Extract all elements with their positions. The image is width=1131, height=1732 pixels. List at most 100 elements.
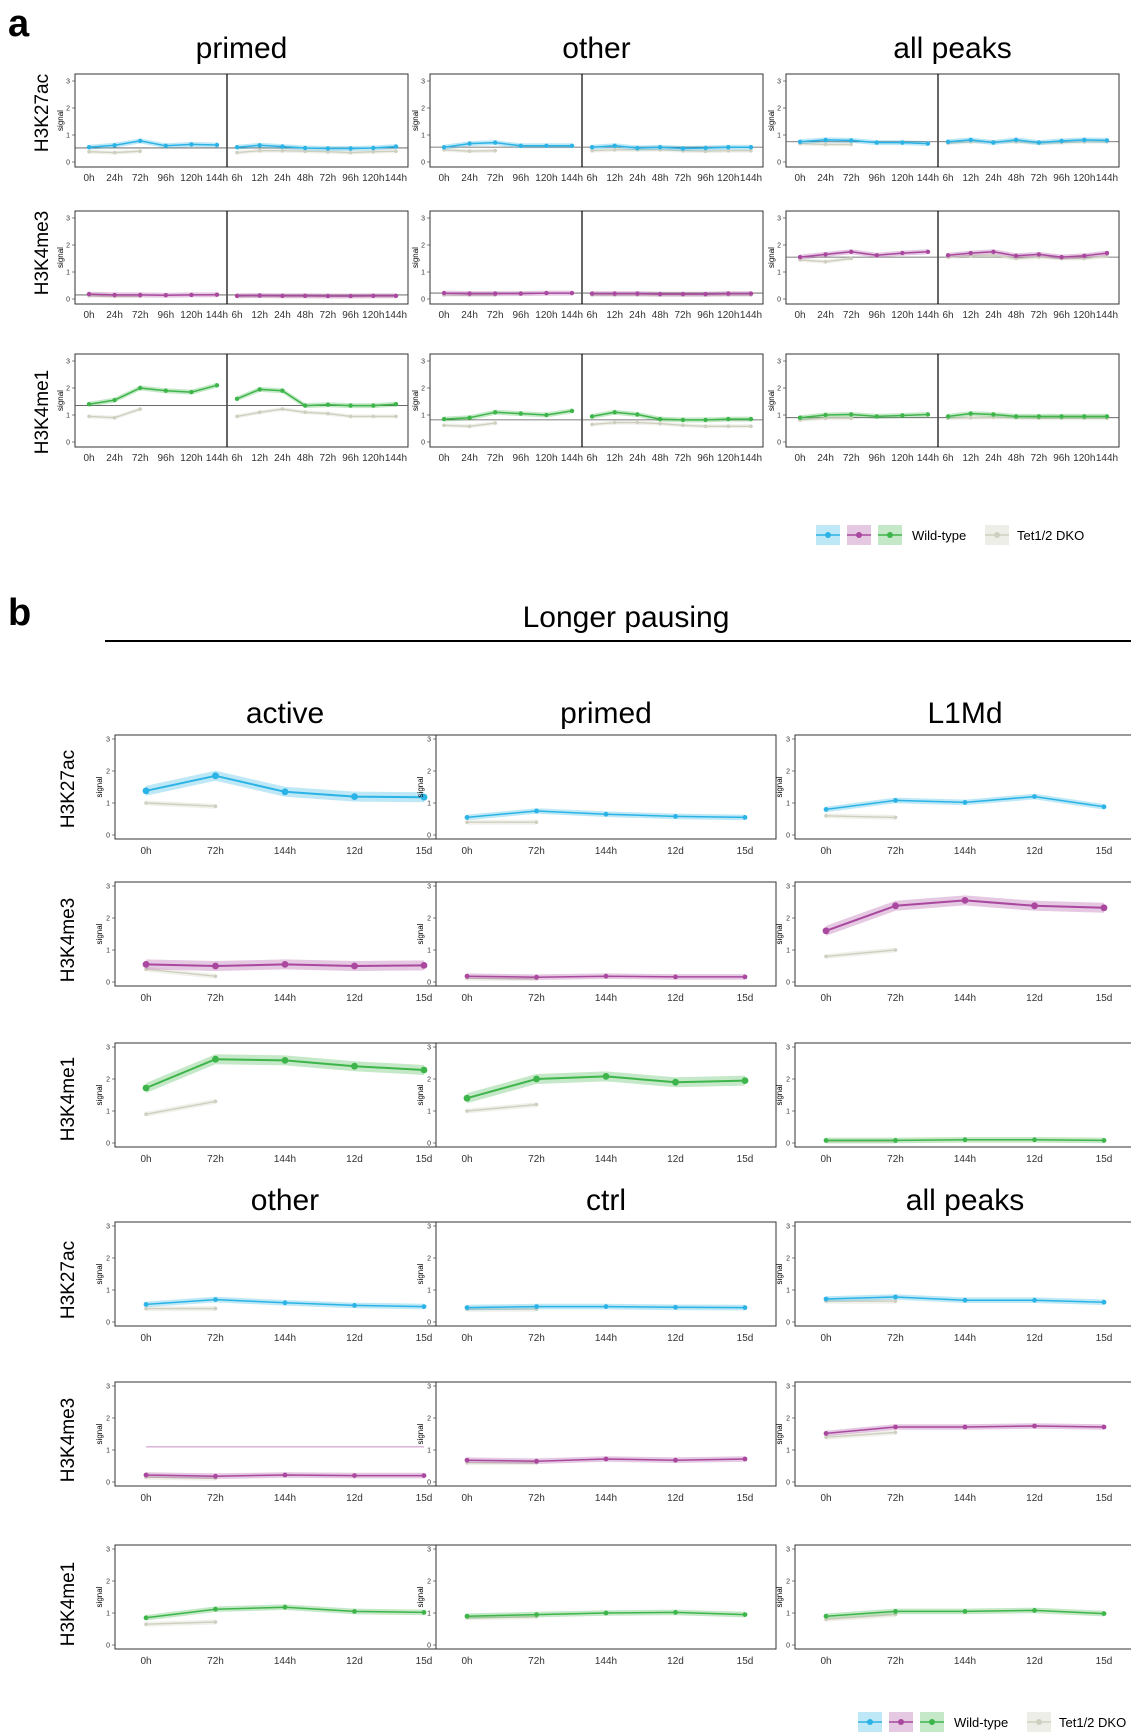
y-tick-label: 2 [786,1579,790,1586]
x-tick-label: 144h [954,993,976,1004]
wt-series-H3K4me3-point [302,293,308,298]
x-tick-label: 12d [346,1656,363,1667]
x-tick-label: 12d [1026,1656,1043,1667]
x-tick-label: 24h [274,173,291,184]
dko-series-point [824,1435,828,1439]
dko-series-point [991,253,996,258]
wt-series-H3K27ac-point [1104,138,1110,143]
panel-letter-a: a [8,3,30,45]
y-tick-label: 1 [66,413,70,420]
dko-series-point [493,421,498,425]
section-b-header: Longer pausing [523,601,730,634]
panel-b-column-title: primed [560,697,652,730]
y-tick-label: 1 [421,413,425,420]
wt-series-H3K27ac-point [1036,140,1042,145]
wt-series-H3K4me3-point [797,254,803,260]
panel-b-plot-H3K27ac: 0 1 2 3 signal 0h 72h 144h 12d 15d [95,734,456,857]
dko-series-line [591,421,751,427]
wt-series-H3K4me1-point [991,412,996,417]
x-tick-label: 120h [180,453,202,464]
dko-series-point [749,148,753,153]
wt-series-H3K4me1-line [591,411,751,421]
x-tick-label: 144h [385,173,407,184]
x-tick-label: 15d [416,1493,433,1504]
wt-series-H3K27ac-point [657,145,663,150]
wt-series-H3K27ac-point [112,143,117,148]
x-tick-label: 15d [416,1333,433,1344]
x-tick-label: 96h [868,173,885,184]
x-tick-label: 144h [206,310,228,321]
y-tick-label: 1 [786,801,790,808]
plot-frame [435,1544,777,1650]
x-tick-label: 6h [586,173,597,184]
wt-series-H3K4me1-point [672,1078,679,1086]
x-tick-label: 144h [274,993,296,1004]
x-tick-label: 12d [346,846,363,857]
x-tick-label: 24h [461,453,478,464]
wt-series-H3K27ac-point [163,143,168,148]
x-tick-label: 96h [512,173,529,184]
wt-series-H3K27ac-point [748,145,754,150]
wt-series-H3K4me3-point [603,1456,609,1462]
dko-series-point [703,424,708,429]
x-tick-label: 120h [180,173,202,184]
y-axis-label: signal [416,1084,425,1105]
x-tick-label: 120h [362,173,384,184]
wt-series-H3K4me1-point [945,414,951,419]
wt-series-H3K27ac-point [143,1302,149,1307]
wt-series-H3K27ac-point [1032,794,1037,799]
wt-series-H3K4me1-point [742,1612,748,1617]
plot-frame [114,881,456,987]
wt-series-H3K4me3-point [351,962,358,970]
wt-series-H3K4me3-point [748,291,754,296]
y-tick-label: 1 [427,1611,431,1618]
dko-series-point [849,142,853,147]
wt-series-H3K4me1-line [236,388,397,407]
x-tick-label: 72h [1031,173,1048,184]
legends: Wild-type Tet1/2 DKO Wild-type Tet1/2 DKO [816,525,1126,1732]
y-tick-label: 2 [427,1416,431,1423]
wt-series-H3K4me1-point [823,412,828,418]
plot-frame [74,353,409,448]
dko-series-point [112,150,117,155]
y-axis-label: signal [411,247,420,268]
y-tick-label: 0 [427,980,431,987]
x-tick-label: 120h [535,310,557,321]
wt-series-H3K4me1-point [189,389,194,395]
x-tick-label: 72h [487,173,504,184]
wt-series-H3K4me1-point [348,403,353,408]
y-tick-label: 2 [786,1256,790,1263]
legend-label-wild-type: Wild-type [912,528,966,543]
y-tick-label: 1 [421,133,425,140]
y-tick-label: 2 [427,769,431,776]
y-tick-label: 0 [66,297,70,304]
wt-series-H3K4me3-point [635,291,640,296]
wt-series-H3K27ac-point [493,140,498,145]
x-tick-label: 144h [954,1656,976,1667]
x-tick-label: 15d [737,1656,754,1667]
dko-series-point [893,1299,898,1303]
x-tick-label: 120h [1073,173,1095,184]
wt-series-H3K4me3-point [742,974,748,980]
x-tick-label: 0h [438,453,449,464]
y-tick-label: 0 [421,297,425,304]
wt-series-H3K4me1-point [441,416,447,422]
x-tick-label: 144h [595,1333,617,1344]
legend-key-point [929,1719,935,1725]
y-axis-label: signal [775,1586,784,1607]
wt-series-H3K4me3-point [893,1424,898,1430]
x-tick-label: 120h [717,453,739,464]
x-tick-label: 15d [737,1333,754,1344]
wt-series-H3K27ac-point [742,815,748,820]
wt-series-H3K4me3-point [163,293,168,298]
y-axis-label: signal [95,1423,104,1444]
wt-series-H3K4me3-point [822,927,830,935]
x-tick-label: 24h [106,173,123,184]
x-tick-label: 24h [106,453,123,464]
wt-series-H3K4me1-point [421,1610,427,1615]
dko-series-point [144,1622,148,1626]
x-tick-label: 12d [667,846,684,857]
y-tick-label: 3 [66,79,70,86]
wt-series-H3K4me3-point [493,291,498,296]
